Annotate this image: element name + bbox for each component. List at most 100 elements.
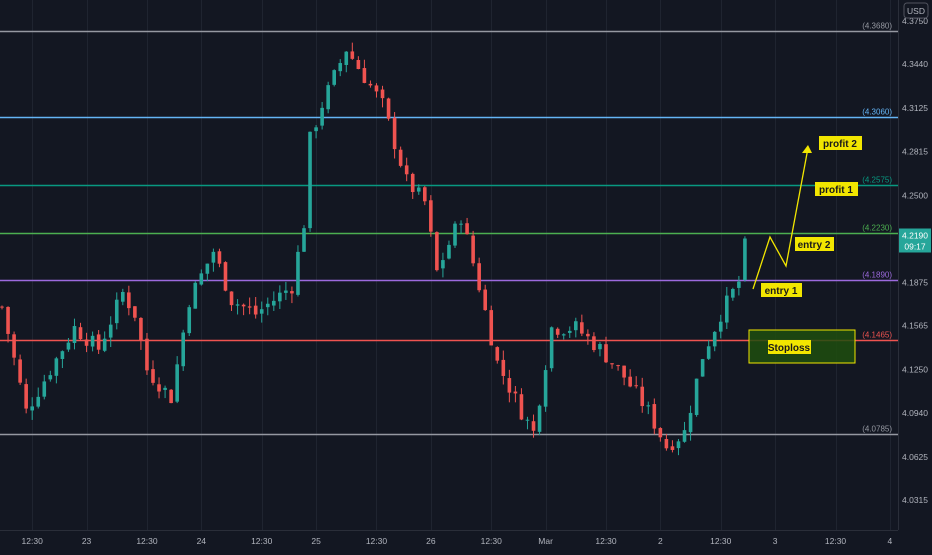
candle-body [712,331,717,347]
candle-body [139,317,143,341]
candle-body [501,359,506,376]
price-tick-label: 4.2500 [902,190,928,200]
candle-body [223,262,228,291]
price-tick-label: 4.1875 [902,277,928,287]
time-tick-label: 2 [658,536,663,546]
candle-body [416,187,421,192]
candle-body [284,290,288,293]
profit-1-label: profit 1 [819,185,853,196]
candle-body [598,343,602,350]
profit-2-label: profit 2 [823,139,857,150]
candle-body [688,412,693,433]
candle-body [423,187,427,202]
candle-body [368,83,373,86]
time-tick-label: 3 [773,536,778,546]
candle-body [278,292,282,302]
candle-body [121,291,125,302]
entry-2-label: entry 2 [798,240,831,251]
time-tick-label: 26 [426,536,436,546]
candle-body [483,289,487,311]
candle-body [114,299,119,324]
horizontal-levels: (4.3680) (4.3060) (4.2575) (4.2230) (4.1890)… [0,22,898,436]
candle-body [682,430,687,442]
candle-body [628,376,632,387]
grid-layer [32,0,891,530]
level-label: (4.0785) [862,425,892,434]
projection-arrowhead [802,145,812,153]
candle-body [302,228,306,252]
candle-body [193,282,198,309]
candle-body [344,51,349,65]
candle-body [586,333,590,337]
candle-body [241,304,246,307]
candle-body [664,438,669,449]
candle-body [187,307,192,334]
candle-body [410,173,415,193]
price-tick-label: 4.0315 [902,495,928,505]
candle-body [127,292,131,309]
candle-body [133,306,137,318]
time-tick-label: 12:30 [251,536,273,546]
candle-body [169,389,173,404]
candle-body [36,396,41,407]
candle-body [320,107,324,126]
candle-body [247,306,252,308]
candle-body [265,303,270,308]
candle-body [90,335,95,347]
candle-body [561,334,566,336]
currency-badge[interactable]: USD [903,2,929,19]
candle-body [211,251,216,263]
candlestick-series [0,42,747,456]
candle-body [163,387,167,390]
price-tick-label: 4.1250 [902,365,928,375]
candle-body [356,60,361,70]
candle-body [646,405,651,407]
candle-body [229,291,234,306]
time-tick-label: 12:30 [22,536,44,546]
candle-body [314,127,318,132]
candle-body [54,358,59,376]
candle-body [700,359,705,377]
candle-body [525,419,530,421]
candle-body [495,347,500,361]
price-tick-label: 4.2815 [902,146,928,156]
candle-body [272,300,276,306]
profit-2-label-bg [819,136,862,150]
last-price-tag-bg [899,228,931,253]
candle-body [634,385,638,387]
time-tick-label: 12:30 [825,536,847,546]
candle-body [151,369,155,383]
level-label: (4.2575) [862,176,892,185]
candle-body [0,306,4,308]
time-axis[interactable]: 12:30 23 12:30 24 12:30 25 12:30 26 12:30 Mar 12:3… [22,536,893,546]
candle-body [507,378,512,393]
candle-body [447,244,451,259]
candle-body [429,200,433,232]
candle-body [404,165,409,175]
last-price-countdown: 09:17 [904,242,926,252]
candle-body [157,384,161,392]
candle-body [731,289,735,298]
candle-body [435,232,439,271]
candle-body [374,85,379,92]
time-tick-label: 12:30 [481,536,503,546]
level-label: (4.1465) [862,331,892,340]
candle-body [102,338,107,351]
stoploss-label: Stoploss [768,343,811,354]
candle-body [380,89,385,99]
candle-body [253,305,258,315]
candle-body [622,365,626,378]
price-tick-label: 4.3750 [902,16,928,26]
candle-body [60,351,65,359]
candle-body [640,386,645,407]
candle-body [604,344,608,363]
candle-body [199,273,204,285]
time-tick-label: 4 [888,536,893,546]
candle-body [694,378,699,415]
candle-body [84,339,89,346]
candle-body [205,263,210,274]
projection-path[interactable] [752,147,809,290]
